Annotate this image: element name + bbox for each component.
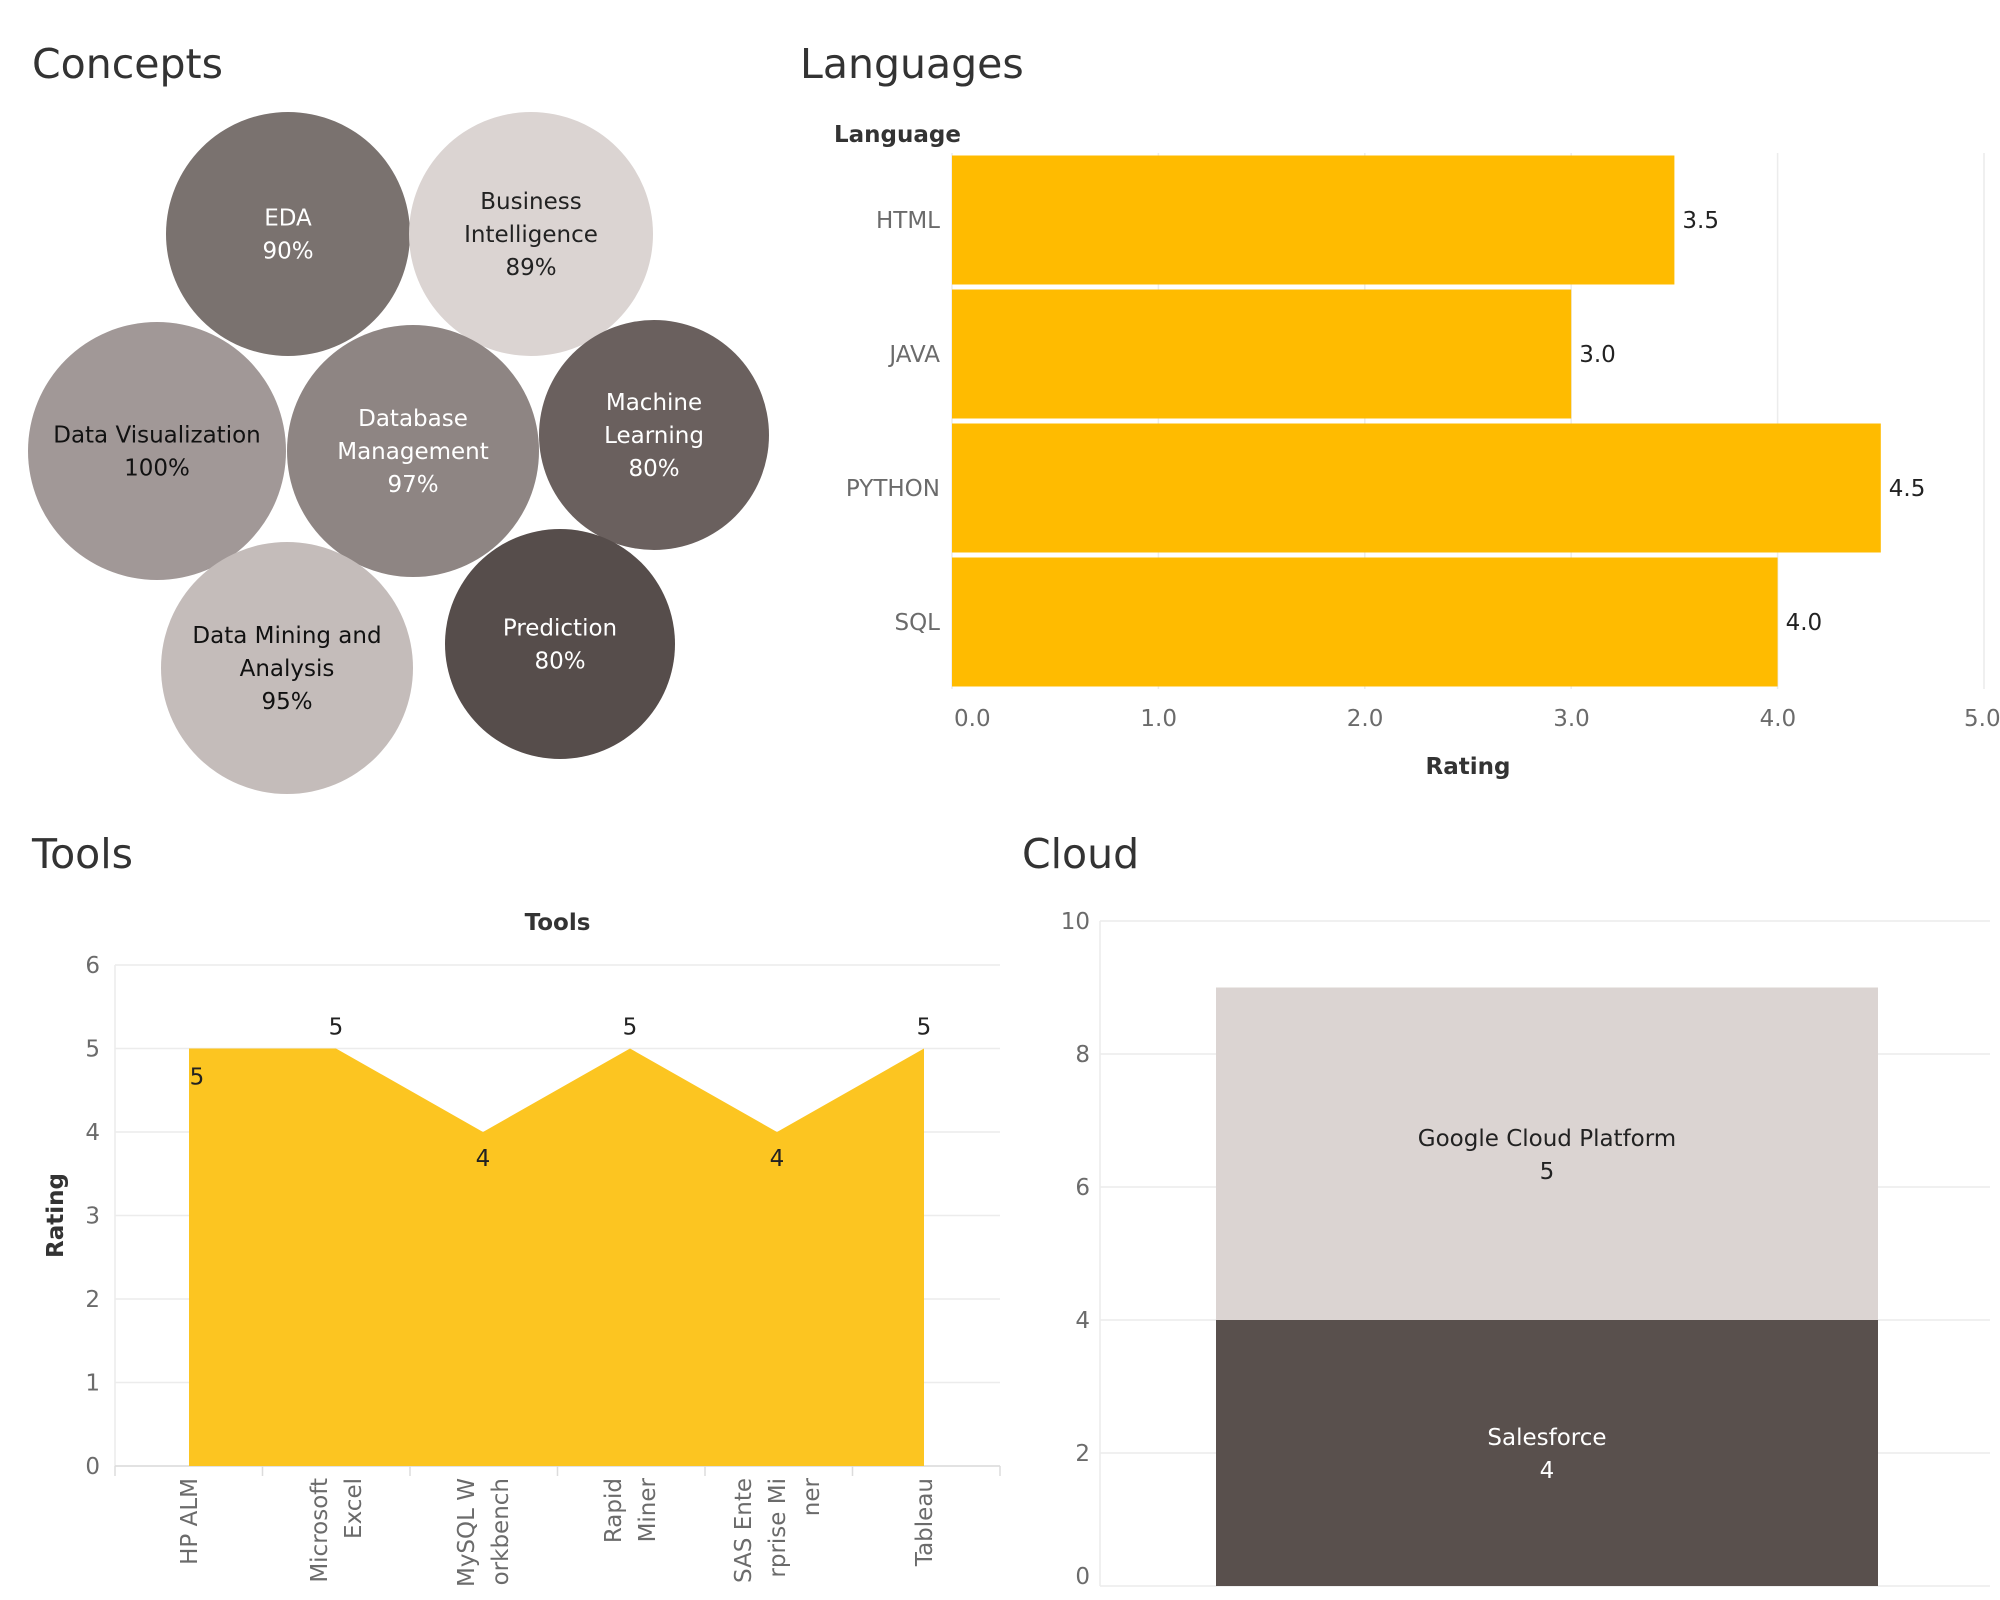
- point-value-label: 5: [329, 1015, 344, 1041]
- y-tick-label: 6: [1075, 1175, 1090, 1201]
- x-tick-label: Rapid: [601, 1478, 627, 1543]
- bubble-label-business-intelligence: Business: [480, 189, 581, 215]
- x-tick-label: 5.0: [1964, 706, 2000, 732]
- bar-value-label: 4.0: [1786, 610, 1823, 636]
- y-tick-label: 2: [85, 1287, 100, 1313]
- x-tick-label: HP ALM: [177, 1478, 203, 1565]
- bubble-business-intelligence: [409, 112, 653, 356]
- cloud-title: Cloud: [1022, 830, 1140, 878]
- bubble-label-eda: EDA: [264, 206, 312, 232]
- point-value-label: 4: [770, 1146, 785, 1172]
- bubble-data-visualization: [28, 322, 286, 580]
- x-tick-label: Tableau: [912, 1478, 938, 1567]
- y-tick-label: 5: [85, 1037, 100, 1063]
- x-tick-label: Excel: [341, 1478, 367, 1539]
- bar-segment-salesforce: [1216, 1320, 1878, 1586]
- bubble-prediction: [445, 529, 675, 759]
- bubble-label-prediction: Prediction: [503, 616, 617, 642]
- point-value-label: 5: [190, 1065, 205, 1091]
- concepts-title: Concepts: [32, 40, 223, 88]
- bubble-machine-learning: [539, 320, 769, 550]
- bubble-value-data-visualization: 100%: [124, 456, 190, 482]
- y-tick-label: 8: [1075, 1042, 1090, 1068]
- bubble-value-database-management: 97%: [387, 472, 438, 498]
- languages-title: Languages: [800, 40, 1024, 88]
- x-tick-label: SAS Ente: [731, 1478, 757, 1583]
- bubble-value-machine-learning: 80%: [628, 456, 679, 482]
- x-axis-title: Rating: [1426, 754, 1511, 780]
- bubble-label-database-management: Management: [337, 439, 489, 465]
- bubble-label-data-mining-and-analysis: Data Mining and: [192, 623, 381, 649]
- segment-value-google-cloud-platform: 5: [1540, 1159, 1555, 1185]
- x-tick-label: rprise Mi: [765, 1478, 791, 1578]
- point-value-label: 4: [476, 1146, 491, 1172]
- y-tick-label: 6: [85, 953, 100, 979]
- y-tick-label: 0: [1075, 1564, 1090, 1590]
- x-tick-label: 1.0: [1140, 706, 1177, 732]
- bar-java: [952, 289, 1572, 419]
- x-tick-label: Miner: [635, 1477, 661, 1542]
- y-tick-label: 4: [1075, 1308, 1090, 1334]
- bar-python: [952, 423, 1881, 553]
- y-tick-label: SQL: [894, 610, 940, 636]
- bubble-value-eda: 90%: [262, 239, 313, 265]
- y-tick-label: HTML: [876, 208, 940, 234]
- segment-label-google-cloud-platform: Google Cloud Platform: [1418, 1126, 1676, 1152]
- y-axis-title: Language: [834, 122, 961, 148]
- bar-segment-google-cloud-platform: [1216, 987, 1878, 1320]
- y-tick-label: 4: [85, 1120, 100, 1146]
- x-tick-label: MySQL W: [454, 1478, 480, 1587]
- tools-title: Tools: [32, 830, 133, 878]
- bubble-label-business-intelligence: Intelligence: [464, 222, 598, 248]
- bubble-value-business-intelligence: 89%: [505, 255, 556, 281]
- bubble-label-data-mining-and-analysis: Analysis: [240, 656, 335, 682]
- cloud-stacked-bar-chart: 0 2 4 6 8 10 Salesforce 4 Google Cloud Platform 5…: [1061, 909, 1990, 1590]
- point-value-label: 5: [623, 1015, 638, 1041]
- bubble-label-machine-learning: Learning: [604, 423, 704, 449]
- y-tick-label: 1: [85, 1371, 100, 1397]
- bubble-database-management: [287, 325, 539, 577]
- y-tick-label: JAVA: [887, 342, 940, 368]
- bubble-eda: [166, 112, 410, 356]
- bubble-label-database-management: Database: [358, 406, 468, 432]
- concepts-bubble-chart: EDA 90% Business Intelligence 89% Data Visual…: [28, 112, 769, 794]
- bar-value-label: 3.0: [1579, 342, 1616, 368]
- y-axis-title: Rating: [43, 1173, 69, 1258]
- y-tick-label: 10: [1061, 909, 1090, 935]
- bubble-label-data-visualization: Data Visualization: [53, 423, 261, 449]
- x-tick-label: 4.0: [1760, 706, 1797, 732]
- x-tick-label: orkbench: [488, 1478, 514, 1585]
- bar-value-label: 4.5: [1889, 476, 1926, 502]
- bubble-value-data-mining-and-analysis: 95%: [261, 689, 312, 715]
- x-tick-label: 2.0: [1347, 706, 1384, 732]
- bubble-value-prediction: 80%: [534, 649, 585, 675]
- y-tick-label: 0: [85, 1454, 100, 1480]
- x-tick-label: ner: [799, 1477, 825, 1516]
- bar-html: [952, 155, 1675, 285]
- tools-area-chart: 0 1 2 3 4 5 6 5 5 4 5 4 5 HP ALM Microsoft Excel MySQL W…: [43, 910, 1001, 1587]
- segment-label-salesforce: Salesforce: [1487, 1425, 1606, 1451]
- x-axis-title: Tools: [525, 910, 591, 936]
- y-tick-label: 3: [85, 1204, 100, 1230]
- area-tools: [189, 1048, 924, 1466]
- segment-value-salesforce: 4: [1540, 1458, 1555, 1484]
- languages-bar-chart: 0.0 1.0 2.0 3.0 4.0 5.0 HTML 3.5 JAVA 3.0 PYTHON 4.…: [834, 122, 2000, 780]
- bubble-label-machine-learning: Machine: [606, 390, 702, 416]
- point-value-label: 5: [917, 1015, 932, 1041]
- y-tick-label: PYTHON: [846, 476, 940, 502]
- x-tick-label: 0.0: [954, 706, 991, 732]
- bar-sql: [952, 557, 1778, 687]
- bubble-data-mining-and-analysis: [161, 542, 413, 794]
- x-tick-label: Microsoft: [307, 1478, 333, 1583]
- bar-value-label: 3.5: [1682, 208, 1719, 234]
- x-tick-label: 3.0: [1553, 706, 1590, 732]
- y-tick-label: 2: [1075, 1441, 1090, 1467]
